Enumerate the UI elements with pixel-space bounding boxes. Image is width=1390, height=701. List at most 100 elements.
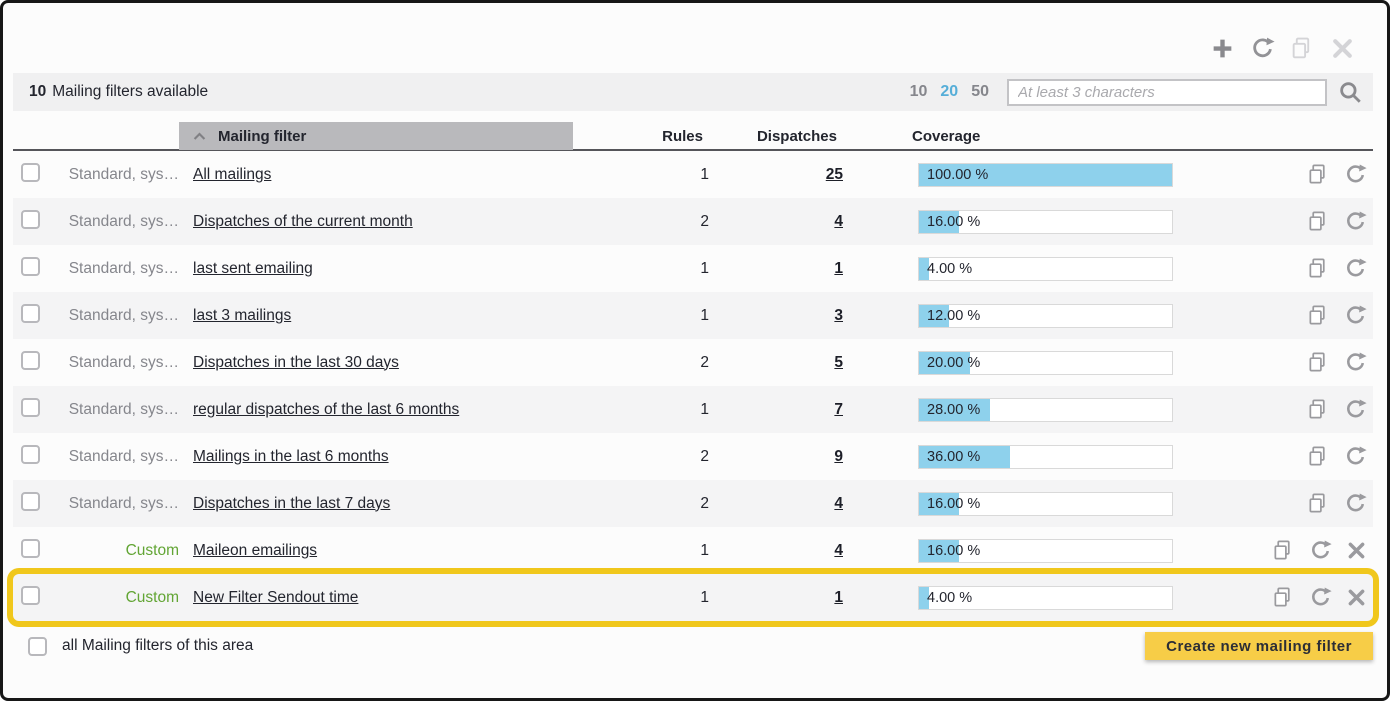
table-row: Standard, sys… Dispatches of the current…	[13, 198, 1373, 245]
coverage-value: 12.00 %	[927, 307, 981, 324]
filter-name-link[interactable]: Dispatches in the last 7 days	[193, 494, 391, 512]
filter-name-link[interactable]: All mailings	[193, 165, 272, 183]
refresh-icon[interactable]	[1309, 539, 1332, 562]
row-checkbox[interactable]	[21, 350, 40, 370]
refresh-icon[interactable]	[1309, 586, 1332, 609]
dispatches-count-link[interactable]: 3	[834, 306, 843, 324]
rules-count: 1	[700, 165, 709, 183]
dispatches-count-link[interactable]: 25	[825, 165, 843, 183]
copy-icon[interactable]	[1307, 163, 1330, 186]
dispatches-count-link[interactable]: 7	[834, 400, 843, 418]
coverage-bar: 4.00 %	[918, 256, 1173, 281]
filter-name-link[interactable]: last sent emailing	[193, 259, 313, 277]
table-row: Custom New Filter Sendout time 1 1 4.00 …	[13, 574, 1373, 621]
rules-count: 1	[700, 541, 709, 559]
dispatches-count-link[interactable]: 5	[834, 353, 843, 371]
copy-icon[interactable]	[1307, 257, 1330, 280]
filter-type-label: Custom	[125, 588, 179, 606]
filter-name-link[interactable]: last 3 mailings	[193, 306, 292, 324]
coverage-bar-fill	[919, 586, 930, 609]
table-row: Standard, sys… last sent emailing 1 1 4.…	[13, 245, 1373, 292]
coverage-value: 28.00 %	[927, 401, 981, 418]
table-row: Standard, sys… Dispatches in the last 7 …	[13, 480, 1373, 527]
refresh-icon[interactable]	[1344, 163, 1367, 186]
copy-icon	[1290, 36, 1315, 61]
footer-bar: all Mailing filters of this area Create …	[13, 632, 1373, 660]
filter-name-link[interactable]: regular dispatches of the last 6 months	[193, 400, 460, 418]
filter-name-link[interactable]: Mailings in the last 6 months	[193, 447, 389, 465]
coverage-bar-fill	[919, 163, 1172, 186]
refresh-icon[interactable]	[1344, 492, 1367, 515]
search-icon[interactable]	[1337, 79, 1363, 105]
column-header-rules: Rules	[662, 127, 703, 145]
row-checkbox[interactable]	[21, 209, 40, 229]
row-checkbox[interactable]	[21, 491, 40, 511]
coverage-bar-fill	[919, 445, 1011, 468]
rules-count: 1	[700, 400, 709, 418]
row-checkbox[interactable]	[21, 538, 40, 558]
row-checkbox[interactable]	[21, 303, 40, 323]
refresh-icon[interactable]	[1344, 351, 1367, 374]
select-all-checkbox[interactable]	[28, 636, 47, 656]
coverage-bar-fill	[919, 539, 960, 562]
dispatches-count-link[interactable]: 1	[834, 259, 843, 277]
page-size-selector: 10 20 50	[910, 83, 989, 101]
rules-count: 1	[700, 259, 709, 277]
coverage-bar: 4.00 %	[918, 585, 1173, 610]
refresh-icon[interactable]	[1344, 445, 1367, 468]
refresh-icon[interactable]	[1344, 304, 1367, 327]
row-checkbox[interactable]	[21, 444, 40, 464]
search-input[interactable]	[1007, 78, 1327, 106]
page-size-10[interactable]: 10	[909, 83, 928, 100]
column-header-mailing-filter[interactable]: Mailing filter	[179, 122, 573, 150]
table-row: Custom Maileon emailings 1 4 16.00 %	[13, 527, 1373, 574]
coverage-bar: 16.00 %	[918, 538, 1173, 563]
filter-name-link[interactable]: Dispatches in the last 30 days	[193, 353, 399, 371]
refresh-icon[interactable]	[1344, 210, 1367, 233]
table-row: Standard, sys… Mailings in the last 6 mo…	[13, 433, 1373, 480]
close-icon	[1330, 36, 1355, 61]
copy-icon[interactable]	[1307, 445, 1330, 468]
filter-name-link[interactable]: New Filter Sendout time	[193, 588, 359, 606]
copy-icon[interactable]	[1307, 210, 1330, 233]
copy-icon[interactable]	[1272, 539, 1295, 562]
filter-name-link[interactable]: Dispatches of the current month	[193, 212, 413, 230]
delete-icon[interactable]	[1346, 540, 1367, 561]
copy-icon[interactable]	[1307, 398, 1330, 421]
page-size-50[interactable]: 50	[971, 83, 989, 100]
dispatches-count-link[interactable]: 9	[834, 447, 843, 465]
coverage-value: 20.00 %	[927, 354, 981, 371]
dispatches-count-link[interactable]: 4	[834, 212, 843, 230]
coverage-bar: 12.00 %	[918, 303, 1173, 328]
coverage-bar: 100.00 %	[918, 162, 1173, 187]
filter-count-label: Mailing filters available	[52, 83, 209, 100]
filter-name-link[interactable]: Maileon emailings	[193, 541, 318, 559]
filter-count: 10	[29, 83, 47, 100]
copy-icon[interactable]	[1307, 351, 1330, 374]
row-checkbox[interactable]	[21, 162, 40, 182]
coverage-bar-fill	[919, 304, 950, 327]
copy-icon[interactable]	[1272, 586, 1295, 609]
refresh-icon[interactable]	[1344, 257, 1367, 280]
delete-icon[interactable]	[1346, 587, 1367, 608]
dispatches-count-link[interactable]: 4	[834, 494, 843, 512]
table-row: Standard, sys… last 3 mailings 1 3 12.00…	[13, 292, 1373, 339]
refresh-icon[interactable]	[1250, 36, 1275, 61]
coverage-bar: 28.00 %	[918, 397, 1173, 422]
refresh-icon[interactable]	[1344, 398, 1367, 421]
coverage-bar: 36.00 %	[918, 444, 1173, 469]
row-checkbox[interactable]	[21, 397, 40, 417]
copy-icon[interactable]	[1307, 492, 1330, 515]
add-icon[interactable]	[1210, 36, 1235, 61]
filter-type-label: Standard, sys…	[68, 353, 179, 371]
row-checkbox[interactable]	[21, 256, 40, 276]
copy-icon[interactable]	[1307, 304, 1330, 327]
row-checkbox[interactable]	[21, 585, 40, 605]
window-toolbar	[3, 3, 1387, 73]
page-size-20[interactable]: 20	[940, 83, 959, 100]
filter-type-label: Standard, sys…	[68, 212, 179, 230]
dispatches-count-link[interactable]: 1	[834, 588, 843, 606]
dispatches-count-link[interactable]: 4	[834, 541, 843, 559]
create-new-mailing-filter-button[interactable]: Create new mailing filter	[1145, 632, 1373, 660]
